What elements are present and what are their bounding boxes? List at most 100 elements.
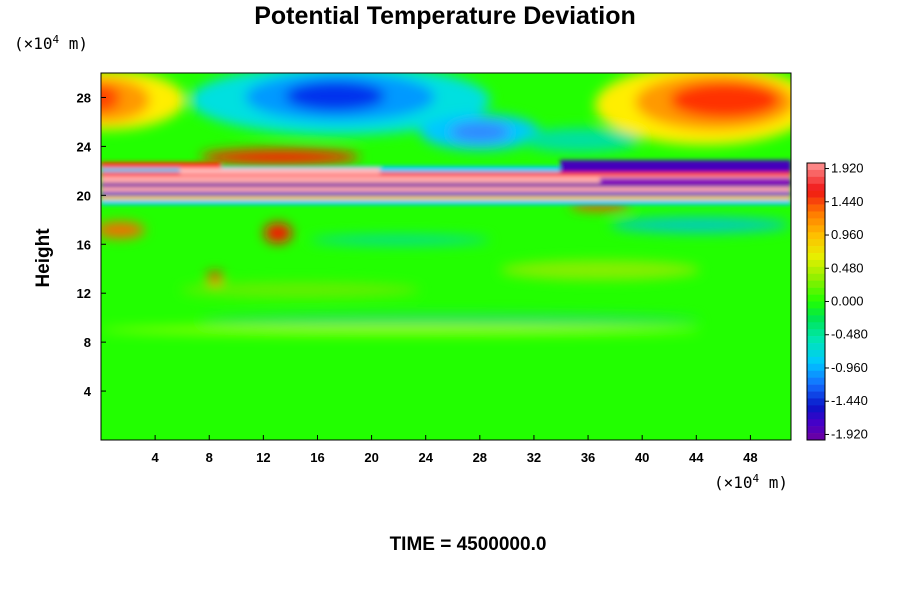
colorbar-segment: [807, 363, 825, 372]
x-ticks: 4 8 12 16 20 24 28 32 36 40 44 48: [152, 435, 758, 465]
heatmap-band: [101, 160, 791, 205]
colorbar-segment: [807, 218, 825, 226]
heatmap-field: [101, 73, 791, 440]
heatmap-blob: [101, 222, 145, 238]
colorbar-segment: [807, 322, 825, 330]
colorbar-segment: [807, 183, 825, 191]
colorbar-segment: [807, 315, 825, 323]
band-layer: [180, 168, 380, 174]
colorbar-segment: [807, 405, 825, 413]
heatmap-blob: [670, 82, 780, 118]
x-tick-label: 32: [527, 450, 541, 465]
colorbar-segment: [807, 377, 825, 385]
colorbar-label: 0.480: [831, 260, 864, 275]
colorbar-segment: [807, 169, 825, 178]
band-layer: [101, 187, 791, 192]
heatmap-blob: [500, 260, 700, 280]
y-tick-label: 24: [77, 139, 92, 154]
colorbar-segment: [807, 225, 825, 233]
x-tick-label: 12: [256, 450, 270, 465]
x-tick-label: 40: [635, 450, 649, 465]
heatmap-blob: [101, 84, 120, 112]
heatmap-blob: [610, 217, 790, 233]
band-layer: [600, 178, 791, 184]
y-axis-label: Height: [33, 228, 54, 288]
y-tick-label: 16: [77, 237, 91, 252]
x-tick-label: 20: [364, 450, 378, 465]
y-tick-label: 28: [77, 90, 91, 105]
colorbar-segment: [807, 204, 825, 212]
y-tick-label: 12: [77, 286, 91, 301]
colorbar-segment: [807, 246, 825, 254]
band-layer: [560, 160, 791, 172]
colorbar-segment: [807, 197, 825, 205]
colorbar-segment: [807, 211, 825, 219]
band-layer: [101, 192, 791, 196]
heatmap-blob: [101, 325, 700, 335]
y-tick-label: 20: [77, 188, 91, 203]
colorbar-segment: [807, 419, 825, 427]
time-label: TIME = 4500000.0: [390, 534, 547, 555]
x-tick-label: 4: [152, 450, 160, 465]
colorbar-segment: [807, 294, 825, 302]
colorbar-segment: [807, 239, 825, 247]
heatmap-blob: [207, 272, 223, 284]
colorbar-segment: [807, 287, 825, 295]
x-tick-label: 48: [743, 450, 757, 465]
x-axis-unit: (×104 m): [714, 472, 788, 492]
colorbar-segment: [807, 190, 825, 198]
x-tick-label: 16: [310, 450, 324, 465]
colorbar: 1.920 1.440 0.960 0.480 0.000 -0.480 -0.960 -1.…: [806, 161, 868, 441]
colorbar-segment: [807, 391, 825, 399]
heatmap-blob: [310, 235, 490, 245]
band-layer: [101, 200, 791, 205]
colorbar-segment: [807, 356, 825, 365]
colorbar-segment: [807, 253, 825, 261]
x-tick-label: 28: [473, 450, 487, 465]
x-tick-label: 36: [581, 450, 595, 465]
colorbar-segment: [807, 259, 825, 268]
colorbar-segment: [807, 329, 825, 337]
heatmap-blob: [264, 223, 292, 243]
heatmap-blob: [180, 282, 420, 298]
x-tick-label: 8: [206, 450, 213, 465]
colorbar-label: 0.960: [831, 227, 864, 242]
heatmap-blob: [520, 128, 640, 152]
y-tick-label: 8: [84, 335, 91, 350]
band-layer: [101, 162, 221, 168]
band-layer: [101, 172, 791, 177]
colorbar-segment: [807, 280, 825, 288]
colorbar-label: -1.440: [831, 393, 868, 408]
colorbar-segment: [807, 343, 825, 351]
colorbar-segment: [807, 176, 825, 185]
colorbar-label: 1.920: [831, 161, 864, 176]
colorbar-label: -0.480: [831, 327, 868, 342]
band-layer: [101, 176, 791, 183]
colorbar-segment: [807, 163, 825, 171]
colorbar-segment: [807, 232, 825, 240]
colorbar-segment: [807, 426, 825, 434]
colorbar-segment: [807, 412, 825, 420]
colorbar-segment: [807, 336, 825, 344]
x-tick-label: 44: [689, 450, 704, 465]
colorbar-segment: [807, 266, 825, 275]
colorbar-segment: [807, 301, 825, 309]
x-tick-label: 24: [418, 450, 433, 465]
band-layer: [101, 183, 791, 187]
colorbar-segment: [807, 349, 825, 358]
colorbar-label: 0.000: [831, 294, 864, 309]
colorbar-segment: [807, 384, 825, 392]
colorbar-segment: [807, 308, 825, 316]
colorbar-segment: [807, 398, 825, 406]
y-ticks: 4 8 12 16 20 24 28: [77, 90, 106, 399]
y-tick-label: 4: [84, 384, 92, 399]
y-axis-unit: (×104 m): [14, 33, 88, 53]
colorbar-segment: [807, 370, 825, 378]
heatmap-blob: [200, 149, 360, 165]
colorbar-label: -1.920: [831, 426, 868, 441]
heatmap-blob: [200, 314, 700, 326]
plot-frame: [100, 72, 792, 441]
heatmap-blob: [285, 81, 385, 111]
band-layer: [101, 196, 791, 200]
